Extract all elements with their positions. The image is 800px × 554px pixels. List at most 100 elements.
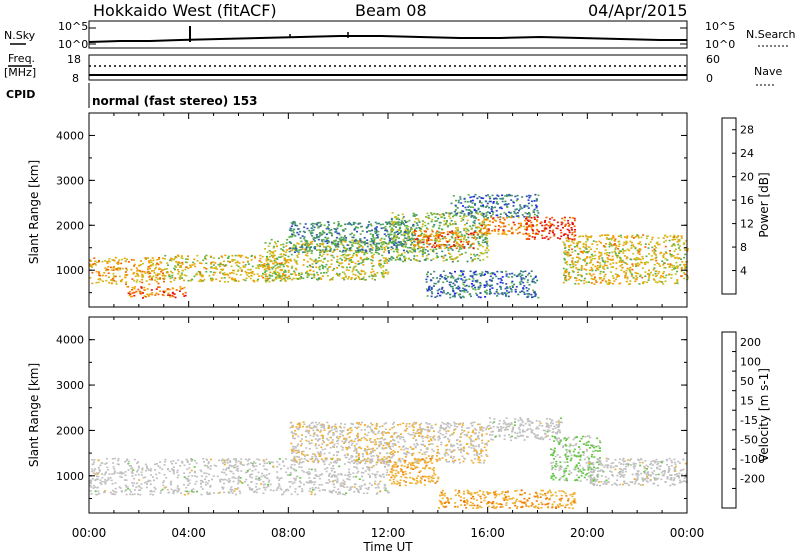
scatter-pixel (378, 222, 380, 225)
scatter-pixel (473, 253, 476, 256)
scatter-pixel (167, 264, 169, 266)
scatter-pixel (408, 250, 411, 252)
scatter-pixel (285, 251, 288, 253)
scatter-pixel (105, 479, 108, 482)
scatter-pixel (409, 228, 412, 231)
scatter-pixel (351, 486, 353, 488)
scatter-pixel (197, 270, 200, 273)
scatter-pixel (170, 260, 173, 262)
scatter-pixel (321, 264, 323, 267)
scatter-pixel (517, 215, 520, 217)
scatter-pixel (486, 230, 489, 232)
scatter-pixel (362, 249, 365, 252)
scatter-pixel (488, 229, 490, 232)
scatter-pixel (379, 239, 382, 241)
scatter-pixel (376, 249, 379, 251)
scatter-pixel (432, 225, 435, 228)
scatter-pixel (375, 228, 378, 231)
scatter-pixel (421, 250, 424, 253)
scatter-pixel (604, 246, 607, 248)
scatter-pixel (683, 272, 686, 274)
scatter-pixel (530, 293, 533, 296)
scatter-pixel (290, 253, 293, 256)
scatter-pixel (300, 273, 303, 275)
scatter-pixel (422, 239, 425, 241)
scatter-pixel (322, 265, 324, 268)
scatter-pixel (189, 279, 192, 282)
scatter-pixel (291, 265, 294, 268)
scatter-pixel (299, 222, 302, 225)
scatter-pixel (141, 275, 144, 277)
scatter-pixel (571, 261, 574, 264)
scatter-pixel (164, 268, 167, 270)
scatter-pixel (98, 470, 101, 472)
scatter-pixel (386, 471, 389, 474)
scatter-pixel (427, 253, 430, 256)
scatter-pixel (328, 472, 331, 475)
scatter-pixel (440, 291, 443, 293)
scatter-pixel (284, 254, 287, 257)
scatter-pixel (225, 473, 228, 476)
scatter-pixel (528, 216, 531, 218)
scatter-pixel (207, 466, 210, 469)
scatter-pixel (234, 464, 237, 466)
scatter-pixel (313, 275, 316, 277)
scatter-pixel (606, 254, 609, 256)
scatter-pixel (227, 466, 230, 468)
scatter-pixel (455, 199, 457, 202)
scatter-pixel (342, 479, 345, 482)
scatter-pixel (567, 273, 570, 275)
scatter-pixel (374, 433, 377, 436)
scatter-pixel (639, 258, 642, 261)
scatter-pixel (177, 489, 180, 491)
scatter-pixel (314, 470, 317, 472)
scatter-pixel (89, 484, 92, 487)
scatter-pixel (485, 231, 488, 233)
scatter-pixel (520, 278, 523, 281)
scatter-pixel (567, 275, 570, 277)
scatter-pixel (324, 458, 327, 461)
scatter-pixel (156, 463, 158, 465)
scatter-pixel (330, 229, 333, 231)
scatter-pixel (442, 291, 445, 294)
scatter-pixel (181, 257, 184, 260)
scatter-pixel (626, 277, 629, 280)
scatter-pixel (371, 278, 374, 280)
scatter-pixel (676, 236, 678, 239)
scatter-pixel (585, 235, 588, 238)
scatter-pixel (477, 233, 479, 236)
scatter-pixel (222, 488, 224, 490)
scatter-pixel (101, 473, 103, 475)
scatter-pixel (429, 273, 432, 275)
scatter-pixel (206, 491, 208, 494)
scatter-pixel (168, 294, 171, 296)
scatter-pixel (124, 484, 127, 487)
scatter-pixel (347, 269, 350, 272)
scatter-pixel (565, 261, 568, 263)
scatter-pixel (256, 264, 259, 267)
scatter-pixel (631, 263, 634, 265)
scatter-pixel (653, 248, 656, 251)
scatter-pixel (467, 233, 470, 236)
scatter-pixel (247, 462, 250, 465)
scatter-pixel (618, 252, 621, 254)
scatter-pixel (200, 493, 203, 496)
scatter-pixel (347, 447, 349, 449)
scatter-pixel (348, 489, 351, 491)
scatter-pixel (175, 289, 178, 291)
scatter-pixel (296, 493, 299, 496)
scatter-pixel (268, 249, 271, 252)
scatter-pixel (120, 262, 123, 265)
scatter-pixel (463, 289, 466, 292)
scatter-region (89, 256, 166, 286)
scatter-pixel (576, 245, 579, 248)
scatter-pixel (382, 227, 385, 229)
scatter-pixel (403, 251, 406, 254)
scatter-pixel (263, 476, 266, 478)
scatter-pixel (604, 249, 607, 251)
scatter-pixel (235, 459, 238, 462)
scatter-pixel (345, 276, 347, 278)
scatter-pixel (420, 234, 423, 236)
scatter-pixel (396, 222, 399, 225)
scatter-pixel (391, 247, 394, 250)
